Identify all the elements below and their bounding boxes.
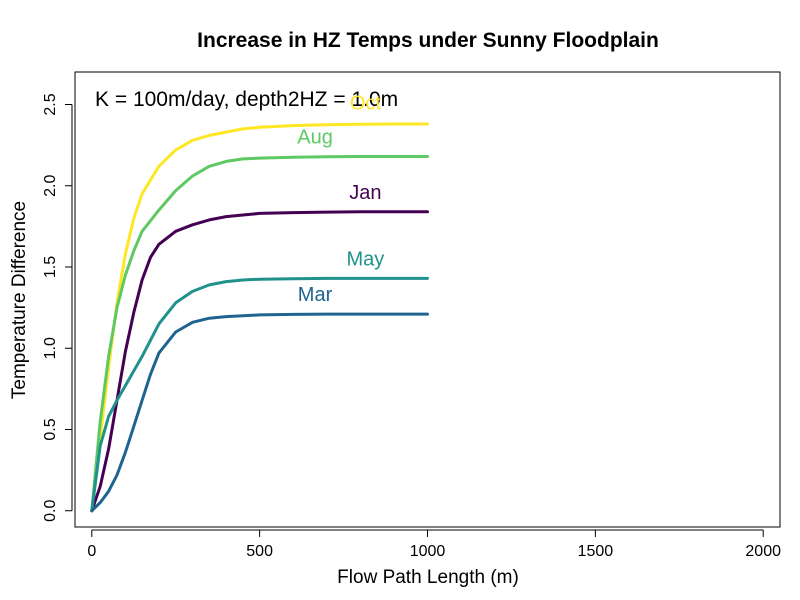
x-axis-label: Flow Path Length (m) (337, 567, 519, 588)
x-tick-label: 0 (87, 543, 96, 560)
series-line-may (90, 276, 429, 513)
series-label-may: May (346, 248, 384, 270)
series-label-jan: Jan (349, 182, 381, 204)
x-axis: 0 500 1000 1500 2000 (87, 529, 781, 560)
chart-title: Increase in HZ Temps under Sunny Floodpl… (197, 29, 659, 52)
y-axis-label: Temperature Difference (9, 201, 30, 399)
y-tick-label: 1.5 (42, 256, 59, 278)
series-label-aug: Aug (297, 127, 333, 149)
y-tick-label: 1.0 (42, 337, 59, 359)
x-tick-label: 500 (246, 543, 273, 560)
y-axis: 0.0 0.5 1.0 1.5 2.0 2.5 (42, 93, 73, 522)
y-tick-label: 0.0 (42, 500, 59, 522)
x-tick-label: 2000 (745, 543, 781, 560)
plot-frame (74, 71, 781, 528)
x-tick-label: 1000 (410, 543, 446, 560)
series-label-oct: Oct (350, 92, 382, 114)
series-line-mar (90, 312, 429, 513)
annotation-text: K = 100m/day, depth2HZ = 1.0m (95, 88, 398, 111)
label-group: Oct Aug Jan May Mar (297, 92, 384, 306)
series-label-mar: Mar (298, 284, 333, 306)
y-tick-label: 2.0 (42, 175, 59, 197)
y-tick-label: 2.5 (42, 93, 59, 115)
series-group (90, 122, 429, 513)
series-line-aug (90, 155, 429, 513)
x-tick-label: 1500 (578, 543, 614, 560)
series-line-jan (90, 210, 429, 513)
y-tick-label: 0.5 (42, 418, 59, 440)
